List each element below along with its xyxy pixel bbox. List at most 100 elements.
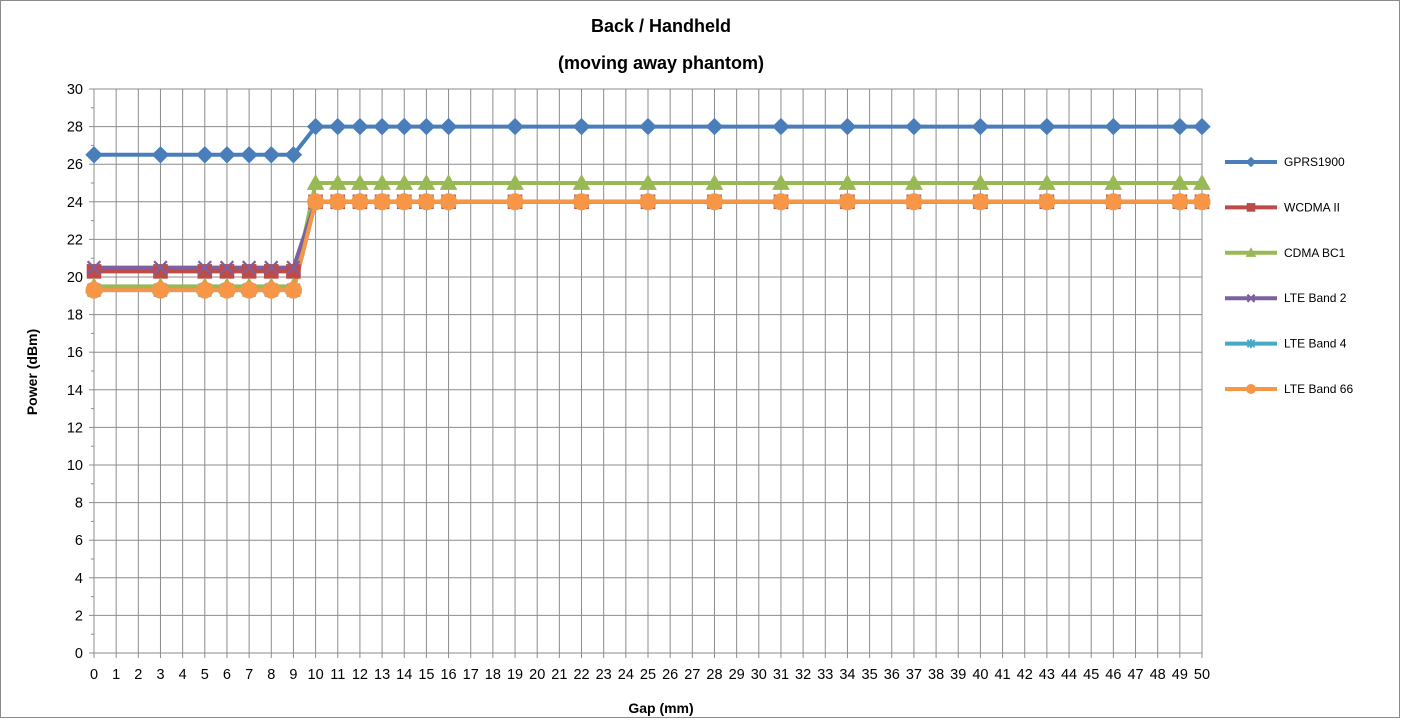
x-tick-label: 22 — [573, 667, 589, 683]
x-tick-label: 38 — [928, 667, 944, 683]
diamond-marker — [572, 117, 591, 136]
star-marker — [1246, 339, 1256, 349]
x-tick-label: 5 — [201, 667, 209, 683]
circle-marker — [440, 193, 458, 211]
circle-marker — [506, 193, 524, 211]
y-tick-label: 6 — [75, 533, 83, 549]
triangle-marker — [506, 173, 524, 190]
triangle-marker — [772, 173, 790, 190]
triangle-marker — [1245, 247, 1257, 257]
x-tick-label: 0 — [90, 667, 98, 683]
triangle-marker — [572, 173, 591, 190]
x-tick-label: 17 — [463, 667, 479, 683]
diamond-marker — [639, 117, 657, 136]
diamond-marker — [1104, 117, 1123, 136]
circle-marker — [196, 281, 214, 299]
triangle-marker — [328, 173, 347, 190]
x-tick-label: 28 — [706, 667, 722, 683]
x-marker — [153, 260, 168, 275]
triangle-marker — [351, 173, 369, 190]
y-tick-label: 30 — [67, 82, 83, 98]
x-marker — [286, 260, 301, 275]
series-markers — [85, 117, 1211, 299]
x-tick-label: 47 — [1127, 667, 1143, 683]
diamond-marker — [218, 146, 236, 164]
circle-marker — [417, 193, 435, 211]
circle-marker — [1246, 384, 1256, 394]
diamond-marker — [329, 117, 347, 136]
x-tick-label: 19 — [507, 667, 523, 683]
y-tick-label: 16 — [67, 345, 83, 361]
circle-marker — [838, 193, 856, 211]
diamond-marker — [240, 146, 258, 164]
x-tick-label: 12 — [352, 667, 368, 683]
legend-label: LTE Band 66 — [1284, 382, 1353, 396]
x-tick-label: 34 — [839, 667, 855, 683]
circle-marker — [639, 193, 657, 211]
circle-marker — [1104, 193, 1122, 211]
x-tick-label: 39 — [950, 667, 966, 683]
circle-marker — [905, 193, 923, 211]
y-tick-label: 10 — [67, 458, 83, 474]
legend-label: CDMA BC1 — [1284, 246, 1346, 260]
square-marker — [1246, 203, 1256, 212]
x-tick-label: 26 — [662, 667, 678, 683]
circle-marker — [373, 193, 391, 211]
x-tick-label: 31 — [773, 667, 789, 683]
circle-marker — [240, 281, 258, 299]
circle-marker — [1171, 193, 1189, 211]
y-tick-label: 8 — [75, 496, 83, 512]
y-tick-label: 20 — [67, 270, 83, 286]
legend-label: GPRS1900 — [1284, 155, 1345, 169]
circle-marker — [395, 193, 413, 211]
triangle-marker — [417, 173, 436, 190]
diamond-marker — [395, 117, 413, 136]
triangle-marker — [905, 173, 923, 190]
circle-marker — [1038, 193, 1056, 211]
diamond-marker — [1171, 117, 1189, 136]
diamond-marker — [838, 117, 857, 136]
legend-label: LTE Band 4 — [1284, 337, 1347, 351]
triangle-marker — [1170, 173, 1189, 190]
triangle-marker — [838, 173, 857, 190]
x-tick-label: 14 — [396, 667, 412, 683]
x-tick-label: 15 — [418, 667, 434, 683]
x-tick-label: 13 — [374, 667, 390, 683]
triangle-marker — [639, 173, 657, 190]
circle-marker — [307, 193, 325, 211]
diamond-marker — [705, 117, 724, 136]
y-tick-label: 24 — [67, 195, 83, 211]
x-tick-label: 24 — [618, 667, 634, 683]
x-tick-label: 25 — [640, 667, 656, 683]
x-tick-label: 1 — [112, 667, 120, 683]
diamond-marker — [971, 117, 990, 136]
x-tick-label: 32 — [795, 667, 811, 683]
diamond-marker — [306, 117, 325, 136]
diamond-marker — [1038, 117, 1056, 136]
x-tick-label: 3 — [156, 667, 164, 683]
y-tick-label: 14 — [67, 383, 83, 399]
x-marker — [86, 260, 102, 275]
diamond-marker — [1193, 117, 1211, 136]
circle-marker — [351, 193, 369, 211]
circle-marker — [705, 193, 723, 211]
gridlines — [94, 88, 1203, 653]
legend: GPRS1900 WCDMA II CDMA BC1 LTE Band 2 LTE Ba… — [1225, 155, 1353, 396]
x-tick-label: 33 — [817, 667, 833, 683]
x-tick-label: 49 — [1172, 667, 1188, 683]
x-tick-label: 20 — [529, 667, 545, 683]
x-tick-label: 10 — [308, 667, 324, 683]
chart-title-line-2: (moving away phantom) — [558, 53, 764, 73]
y-tick-label: 12 — [67, 420, 83, 436]
x-tick-label: 37 — [906, 667, 922, 683]
triangle-marker — [439, 173, 458, 190]
x-tick-label: 9 — [289, 667, 297, 683]
legend-label: WCDMA II — [1284, 200, 1340, 214]
x-tick-label: 30 — [751, 667, 767, 683]
x-tick-label: 41 — [994, 667, 1010, 683]
x-tick-label: 4 — [179, 667, 187, 683]
y-tick-label: 18 — [67, 308, 83, 324]
